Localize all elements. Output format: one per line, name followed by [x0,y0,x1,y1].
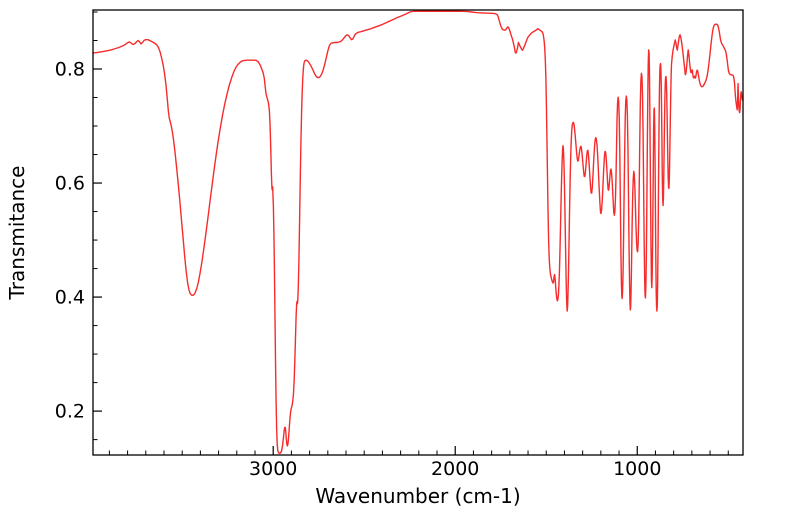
x-axis-label: Wavenumber (cm-1) [315,484,520,508]
y-tick-label: 0.2 [55,401,85,423]
y-tick-label: 0.6 [55,173,85,195]
x-tick-label: 2000 [431,458,479,480]
x-tick-label: 3000 [249,458,297,480]
y-tick-label: 0.4 [55,287,85,309]
spectrum-line [92,10,744,454]
y-tick-label: 0.8 [55,59,85,81]
x-tick-label: 1000 [613,458,661,480]
y-axis-label: Transmitance [5,166,29,301]
plot-border [92,9,744,456]
